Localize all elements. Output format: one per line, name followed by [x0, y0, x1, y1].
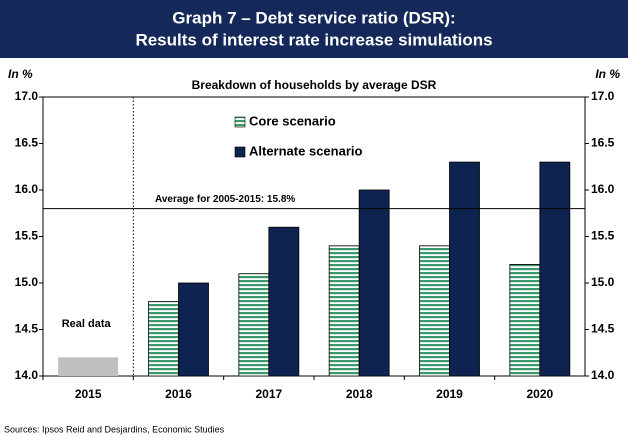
legend-label: Alternate scenario	[249, 143, 362, 158]
y2-tick-label: 15.5	[591, 229, 615, 243]
x-tick-label: 2017	[255, 387, 282, 401]
chart-title: Graph 7 – Debt service ratio (DSR):	[172, 8, 455, 27]
source-note: Sources: Ipsos Reid and Desjardins, Econ…	[4, 424, 225, 434]
y2-axis-label: In %	[595, 67, 620, 81]
title-banner	[0, 0, 628, 58]
bar	[268, 226, 300, 377]
y-tick-label: 14.5	[15, 322, 39, 336]
bar	[539, 161, 571, 377]
real-data-bar	[58, 357, 119, 376]
bar	[419, 245, 450, 377]
y2-tick-label: 16.5	[591, 136, 615, 150]
y-tick-label: 15.0	[15, 275, 39, 289]
y-tick-label: 17.0	[15, 89, 39, 103]
y2-tick-label: 15.0	[591, 275, 615, 289]
y2-tick-label: 16.0	[591, 182, 615, 196]
bar	[449, 161, 480, 377]
bar	[238, 273, 270, 377]
y2-tick-label: 17.0	[591, 89, 615, 103]
y-tick-label: 16.5	[15, 136, 39, 150]
legend-swatch	[234, 146, 246, 158]
bar	[328, 245, 360, 377]
legend-label: Core scenario	[249, 113, 336, 128]
y-tick-label: 14.0	[15, 368, 39, 382]
plot-frame	[42, 96, 586, 377]
x-tick-label: 2015	[75, 387, 102, 401]
bar	[148, 301, 179, 377]
bar	[358, 189, 390, 377]
bar	[509, 263, 541, 377]
real-data-label: Real data	[62, 318, 112, 330]
x-tick-label: 2020	[526, 387, 553, 401]
y2-tick-label: 14.0	[591, 368, 615, 382]
y-tick-label: 16.0	[15, 182, 39, 196]
y-axis-label: In %	[8, 67, 33, 81]
chart-subtitle: Results of interest rate increase simula…	[135, 30, 492, 49]
bar	[178, 282, 209, 377]
x-tick-label: 2016	[165, 387, 192, 401]
y-tick-label: 15.5	[15, 229, 39, 243]
legend-swatch	[234, 116, 246, 128]
plot-title: Breakdown of households by average DSR	[192, 78, 437, 92]
y2-tick-label: 14.5	[591, 322, 615, 336]
x-tick-label: 2019	[436, 387, 463, 401]
reference-label: Average for 2005-2015: 15.8%	[155, 194, 295, 205]
x-tick-label: 2018	[346, 387, 373, 401]
